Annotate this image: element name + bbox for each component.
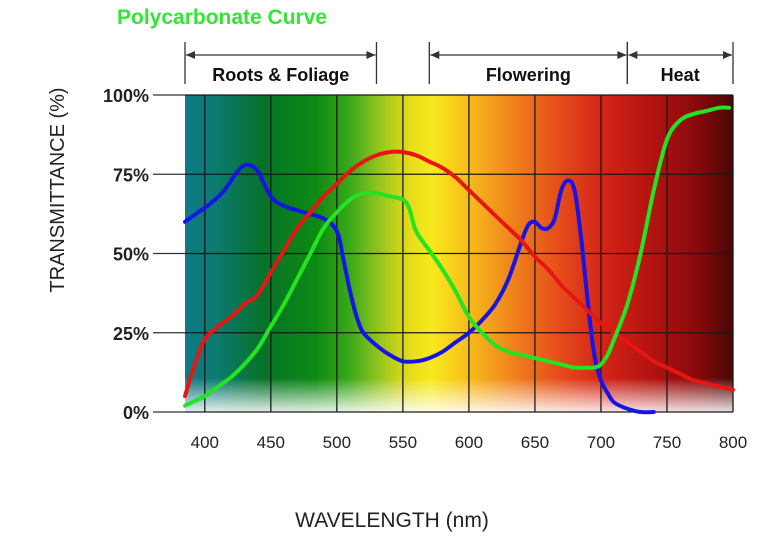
x-tick-label: 450 — [257, 433, 285, 452]
x-tick-label: 750 — [653, 433, 681, 452]
x-tick-label: 500 — [323, 433, 351, 452]
series-line-1 — [183, 162, 656, 415]
y-axis-label: TRANSMITTANCE (%) — [47, 87, 69, 292]
series-line-3 — [183, 105, 731, 408]
region-arrow-left — [628, 51, 638, 59]
region-bracket: Roots & Foliage — [184, 42, 378, 85]
region-label: Flowering — [486, 65, 571, 85]
region-bracket: Heat — [626, 42, 734, 85]
y-tick-label: 100% — [103, 86, 149, 106]
region-arrow-left — [186, 51, 195, 59]
y-tick-label: 0% — [123, 403, 149, 423]
x-tick-label: 400 — [191, 433, 219, 452]
region-brackets: Roots & Foliage Flowering Heat — [184, 42, 734, 85]
y-tick-label: 50% — [113, 245, 149, 265]
y-tick-label: 25% — [113, 324, 149, 344]
axes: 0% 25% 50% 75% 100% 400 450 500 550 600 650 700 750 8… — [103, 86, 747, 452]
region-arrow-right — [617, 51, 627, 59]
x-tick-label: 600 — [455, 433, 483, 452]
region-label: Heat — [661, 65, 700, 85]
spectrum-bottom-fade — [185, 378, 733, 412]
chart-title: Polycarbonate Curve — [117, 6, 327, 29]
region-bracket: Flowering — [428, 42, 629, 85]
region-arrow-left — [430, 51, 440, 59]
x-tick-label: 800 — [719, 433, 747, 452]
region-arrow-right — [723, 51, 732, 59]
x-axis-label: WAVELENGTH (nm) — [295, 509, 489, 532]
series-line-2 — [183, 149, 735, 399]
y-tick-label: 75% — [113, 165, 149, 185]
series-lines — [183, 105, 735, 415]
region-label: Roots & Foliage — [212, 65, 349, 85]
region-arrow-right — [366, 51, 376, 59]
x-tick-label: 700 — [587, 433, 615, 452]
x-tick-label: 650 — [521, 433, 549, 452]
x-tick-label: 550 — [389, 433, 417, 452]
